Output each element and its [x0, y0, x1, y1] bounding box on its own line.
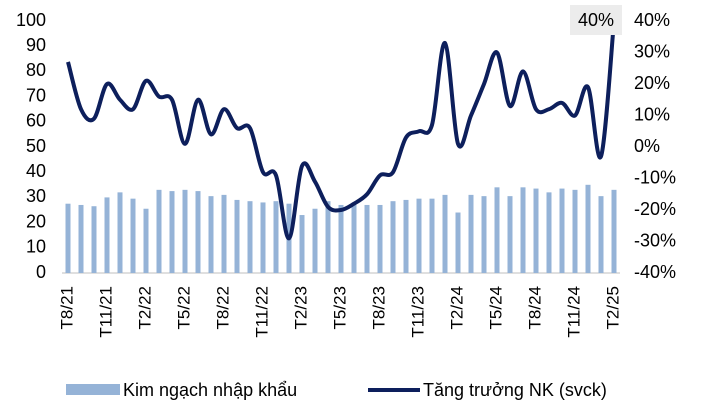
y-tick-label: 80: [26, 60, 46, 80]
bar: [117, 192, 123, 273]
bar: [598, 196, 604, 273]
bar: [494, 187, 500, 273]
y-tick-label: 100: [16, 10, 46, 30]
annotation: 40%: [578, 10, 614, 30]
bar: [65, 203, 71, 273]
annotation-box: [570, 5, 622, 35]
bar: [91, 206, 97, 273]
x-tick-label: T11/21: [96, 286, 115, 338]
y2-tick-label: 30%: [634, 41, 670, 61]
bar: [299, 215, 305, 273]
y2-tick-label: 40%: [634, 10, 670, 30]
y-tick-label: 60: [26, 111, 46, 131]
bar: [130, 198, 136, 273]
bar: [403, 199, 409, 273]
bar: [442, 194, 448, 273]
y-tick-label: 10: [26, 237, 46, 257]
bar: [156, 189, 162, 273]
legend-swatch: [66, 384, 120, 395]
bar: [208, 196, 214, 273]
bar: [611, 189, 617, 273]
bar: [234, 199, 240, 273]
x-tick-label: T11/23: [408, 286, 427, 338]
x-tick-label: T8/21: [57, 286, 76, 329]
bar: [273, 201, 279, 273]
bar: [312, 208, 318, 273]
y-tick-label: 70: [26, 85, 46, 105]
legend-label: Tăng trưởng NK (svck): [423, 380, 607, 400]
x-tick-label: T2/25: [603, 286, 622, 329]
bar: [260, 202, 266, 273]
y2-tick-label: 20%: [634, 73, 670, 93]
bar: [468, 194, 474, 273]
bar: [338, 204, 344, 273]
y2-tick-label: 0%: [634, 136, 660, 156]
y-tick-label: 50: [26, 136, 46, 156]
bar: [585, 184, 591, 273]
y-tick-label: 30: [26, 186, 46, 206]
bar: [364, 204, 370, 273]
y2-tick-label: -20%: [634, 199, 676, 219]
bar: [195, 191, 201, 273]
bar: [416, 198, 422, 273]
legend-label: Kim ngạch nhập khẩu: [123, 380, 297, 400]
x-tick-label: T2/24: [447, 286, 466, 329]
bar: [455, 212, 461, 273]
bar: [169, 191, 175, 273]
bar: [546, 192, 552, 273]
y2-tick-label: 10%: [634, 104, 670, 124]
bar: [78, 204, 84, 273]
bar: [104, 197, 110, 273]
bar: [351, 204, 357, 273]
bar: [429, 198, 435, 273]
bar: [247, 201, 253, 273]
x-tick-label: T8/22: [213, 286, 232, 329]
bar: [221, 194, 227, 273]
line: [66, 20, 616, 241]
y-tick-label: 20: [26, 211, 46, 231]
y2-tick-label: -30%: [634, 230, 676, 250]
y2-tick-label: -40%: [634, 262, 676, 282]
y-tick-label: 40: [26, 161, 46, 181]
x-tick-label: T8/24: [525, 286, 544, 329]
x-tick-label: T5/24: [486, 286, 505, 329]
bar: [390, 201, 396, 273]
bar: [572, 189, 578, 273]
bar: [481, 196, 487, 273]
bar: [143, 208, 149, 273]
y2-tick-label: -10%: [634, 167, 676, 187]
bar: [559, 188, 565, 273]
bar: [182, 189, 188, 273]
bar: [533, 188, 539, 273]
x-tick-label: T11/22: [252, 286, 271, 338]
bar: [325, 201, 331, 273]
bar: [507, 196, 513, 273]
x-tick-label: T2/23: [291, 286, 310, 329]
x-tick-label: T8/23: [369, 286, 388, 329]
x-tick-label: T11/24: [564, 286, 583, 338]
x-tick-label: T5/22: [174, 286, 193, 329]
x-tick-label: T5/23: [330, 286, 349, 329]
y-tick-label: 90: [26, 35, 46, 55]
bar: [520, 187, 526, 273]
x-tick-label: T2/22: [135, 286, 154, 329]
y-tick-label: 0: [36, 262, 46, 282]
bar: [377, 204, 383, 273]
